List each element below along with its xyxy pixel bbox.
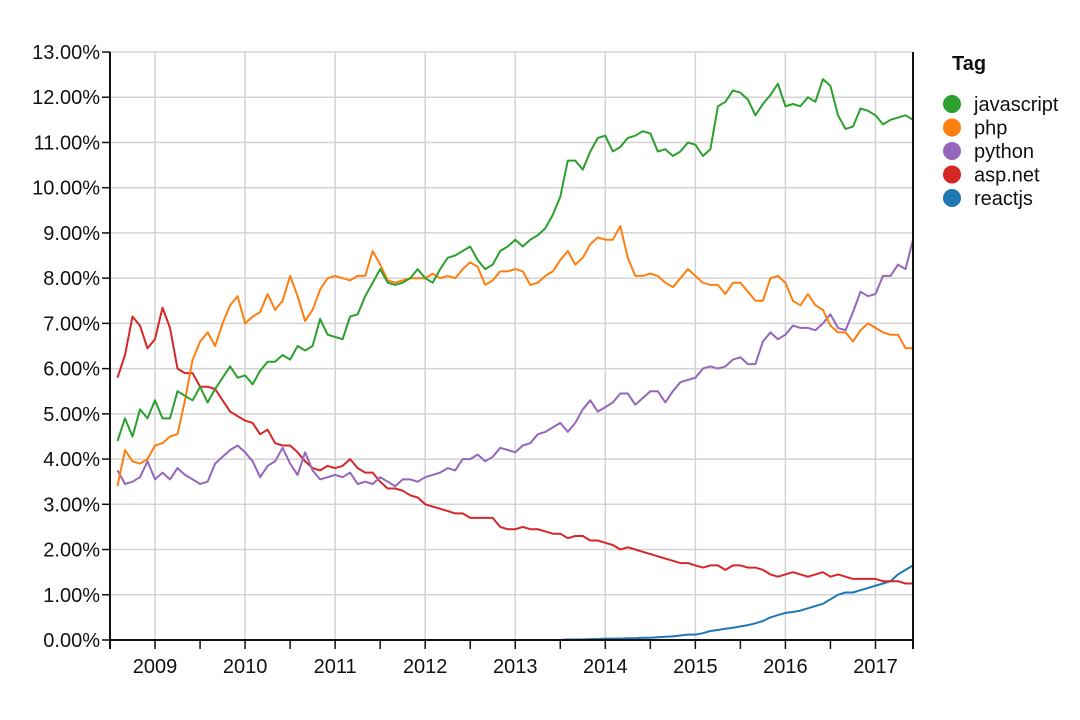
- x-tick-label: 2011: [314, 656, 357, 678]
- x-tick-label: 2013: [493, 656, 538, 678]
- x-tick-label: 2012: [403, 656, 448, 678]
- y-tick-label: 0.00%: [43, 630, 100, 652]
- x-tick-label: 2017: [853, 656, 898, 678]
- axes: 0.00% 1.00% 2.00% 3.00% 4.00% 5.00% 6.00% 7.00%…: [32, 42, 914, 678]
- x-tick-label: 2014: [583, 656, 628, 678]
- legend-title: Tag: [952, 53, 986, 75]
- y-tick-label: 13.00%: [32, 42, 100, 64]
- legend-label-javascript: javascript: [973, 94, 1059, 116]
- x-tick-label: 2015: [673, 656, 718, 678]
- x-tick-label: 2009: [133, 656, 178, 678]
- legend-label-python: python: [974, 141, 1034, 163]
- legend-label-reactjs: reactjs: [974, 188, 1033, 210]
- legend-swatch-asp-net: [943, 165, 961, 184]
- series-line-javascript: [116, 78, 914, 442]
- y-tick-label: 4.00%: [43, 449, 100, 471]
- grid-lines: [110, 51, 913, 641]
- y-tick-label: 9.00%: [43, 223, 100, 245]
- y-tick-label: 2.00%: [43, 540, 100, 562]
- legend-swatch-javascript: [943, 95, 961, 113]
- legend-label-asp-net: asp.net: [974, 165, 1040, 187]
- series-line-asp-net: [116, 306, 913, 585]
- legend-swatch-reactjs: [943, 189, 961, 207]
- legend-label-php: php: [974, 118, 1007, 140]
- x-tick-label: 2016: [763, 656, 808, 678]
- x-tick-label: 2010: [223, 656, 268, 678]
- y-tick-label: 7.00%: [43, 313, 100, 335]
- series-line-python: [116, 239, 914, 488]
- y-tick-label: 1.00%: [43, 585, 100, 607]
- y-tick-label: 10.00%: [32, 178, 100, 200]
- y-tick-label: 8.00%: [43, 268, 100, 290]
- series-line-php: [116, 225, 913, 487]
- y-tick-label: 5.00%: [43, 404, 100, 426]
- y-tick-label: 12.00%: [32, 87, 100, 109]
- legend-swatch-python: [943, 142, 961, 160]
- y-tick-label: 3.00%: [43, 494, 100, 516]
- y-tick-label: 6.00%: [43, 359, 100, 381]
- y-tick-label: 11.00%: [34, 132, 101, 154]
- legend-swatch-php: [943, 118, 961, 137]
